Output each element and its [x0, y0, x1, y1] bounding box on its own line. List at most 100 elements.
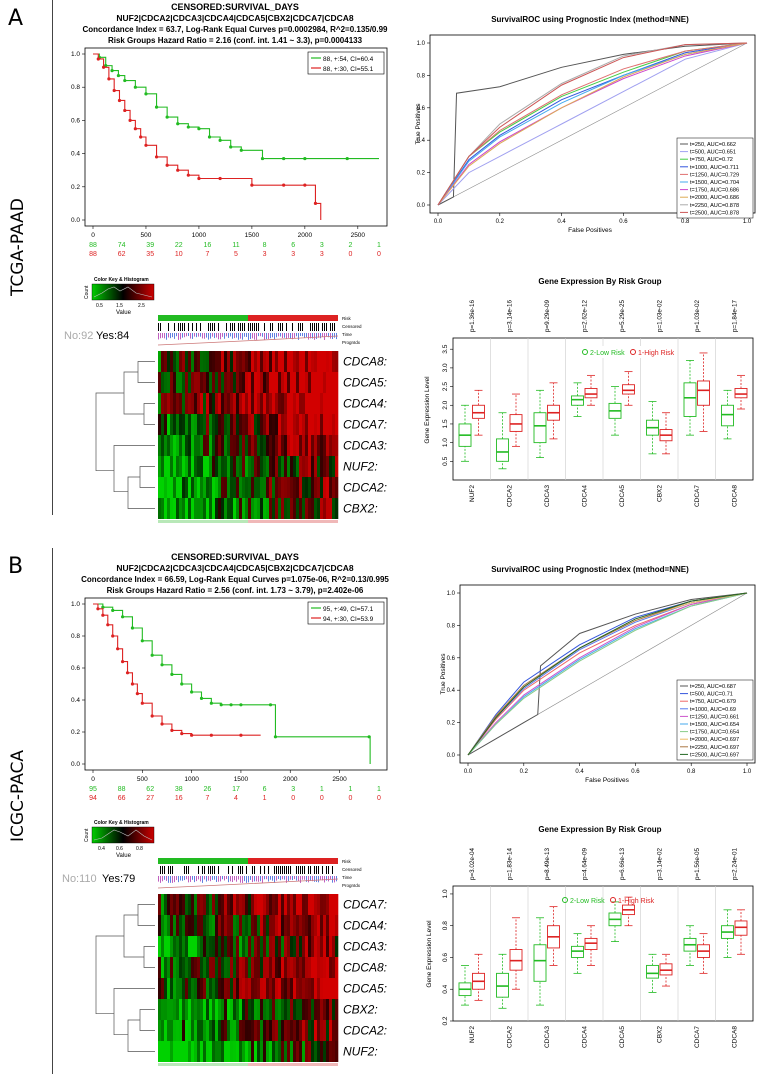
heatmap-cell — [251, 414, 255, 435]
heatmap-cell — [209, 957, 213, 978]
heatmap-row-label: CDCA3: — [343, 439, 387, 453]
km-censor-mark — [111, 634, 115, 638]
column-group-stripe — [170, 520, 173, 523]
km-risk-high: 0 — [348, 251, 352, 258]
heatmap-cell — [191, 999, 195, 1020]
time-tick — [170, 333, 171, 339]
heatmap-cell — [239, 456, 243, 477]
heatmap-cell — [218, 435, 222, 456]
heatmap-cell — [215, 894, 219, 915]
time-tick — [164, 876, 165, 880]
heatmap-cell — [323, 393, 327, 414]
km-risk-high: 0 — [320, 795, 324, 802]
time-tick — [264, 333, 265, 340]
column-group-stripe — [272, 1063, 275, 1066]
heatmap-cell — [239, 498, 243, 519]
heatmap-cell — [221, 999, 225, 1020]
km-risk-low: 22 — [175, 242, 183, 249]
km-ytick-label: 0.6 — [71, 117, 80, 124]
heatmap-cell — [218, 372, 222, 393]
column-group-stripe — [173, 1063, 176, 1066]
roc-ytick-label: 1.0 — [447, 591, 456, 597]
heatmap-cell — [266, 936, 270, 957]
heatmap-cell — [305, 414, 309, 435]
time-tick — [270, 876, 271, 880]
time-tick — [242, 876, 243, 883]
heatmap-cell — [302, 999, 306, 1020]
km-risk-low: 39 — [146, 242, 154, 249]
heatmap-cell — [275, 978, 279, 999]
column-group-stripe — [209, 1063, 212, 1066]
heatmap-cell — [335, 393, 339, 414]
heatmap-cell — [281, 915, 285, 936]
heatmap-cell — [284, 456, 288, 477]
km-subtitle-2: Concordance Index = 66.59, Log-Rank Equa… — [81, 575, 389, 584]
km-censor-mark — [154, 155, 159, 159]
time-tick — [278, 333, 279, 337]
column-group-stripe — [221, 1063, 224, 1066]
censored-tick — [284, 866, 285, 874]
roc-frame — [459, 584, 756, 764]
heatmap-cell — [161, 393, 165, 414]
heatmap-cell — [323, 957, 327, 978]
roc-legend-label: t=1750, AUC=0.686 — [690, 188, 739, 194]
box-gene-label: CBX2 — [656, 485, 663, 502]
heatmap-cell — [251, 999, 255, 1020]
heatmap-cell — [197, 351, 201, 372]
heatmap-cell — [242, 372, 246, 393]
heatmap-cell — [326, 351, 330, 372]
heatmap-cell — [206, 435, 210, 456]
heatmap-cell — [176, 915, 180, 936]
heatmap-cell — [233, 957, 237, 978]
km-censor-mark — [150, 714, 154, 718]
heatmap-cell — [311, 456, 315, 477]
roc-curve — [437, 42, 748, 206]
heatmap-cell — [209, 498, 213, 519]
heatmap-cell — [188, 915, 192, 936]
heatmap-cell — [194, 978, 198, 999]
box-gene-label: CBX2 — [656, 1026, 663, 1043]
roc-xtick-label: 0.0 — [434, 219, 443, 225]
censored-tick — [214, 323, 215, 331]
heatmap-cell — [197, 1020, 201, 1041]
heatmap-cell — [245, 894, 249, 915]
heatmap-cell — [320, 936, 324, 957]
roc-xtick-label: 0.4 — [575, 769, 584, 775]
heatmap-cell — [158, 1041, 162, 1062]
heatmap-cell — [251, 978, 255, 999]
heatmap-cell — [170, 498, 174, 519]
heatmap-cell — [197, 978, 201, 999]
heatmap-cell — [209, 351, 213, 372]
heatmap-cell — [260, 915, 264, 936]
heatmap-cell — [185, 435, 189, 456]
heatmap-cell — [215, 393, 219, 414]
heatmap-cell — [275, 372, 279, 393]
heatmap-cell — [290, 978, 294, 999]
time-tick — [288, 333, 289, 338]
km-risk-low: 1 — [348, 786, 352, 793]
heatmap-cell — [191, 351, 195, 372]
heatmap-cell — [167, 393, 171, 414]
heatmap-cell — [194, 456, 198, 477]
roc-xtick-label: 0.0 — [464, 769, 473, 775]
time-tick — [158, 333, 159, 340]
heatmap-cell — [236, 435, 240, 456]
column-group-stripe — [221, 520, 224, 523]
time-tick — [284, 333, 285, 338]
heatmap-cell — [302, 915, 306, 936]
column-group-stripe — [173, 520, 176, 523]
heatmap-cell — [239, 372, 243, 393]
heatmap-cell — [161, 978, 165, 999]
km-legend-low: 88, +:54, CI=60.4 — [323, 56, 374, 63]
censored-tick — [302, 323, 303, 331]
time-tick — [258, 876, 259, 882]
heatmap-cell — [197, 498, 201, 519]
heatmap-cell — [170, 915, 174, 936]
heatmap-cell — [224, 372, 228, 393]
heatmap-cell — [200, 477, 204, 498]
time-tick — [334, 333, 335, 338]
heatmap-cell — [203, 957, 207, 978]
heatmap-cell — [293, 393, 297, 414]
heatmap-cell — [176, 978, 180, 999]
heatmap-cell — [251, 477, 255, 498]
